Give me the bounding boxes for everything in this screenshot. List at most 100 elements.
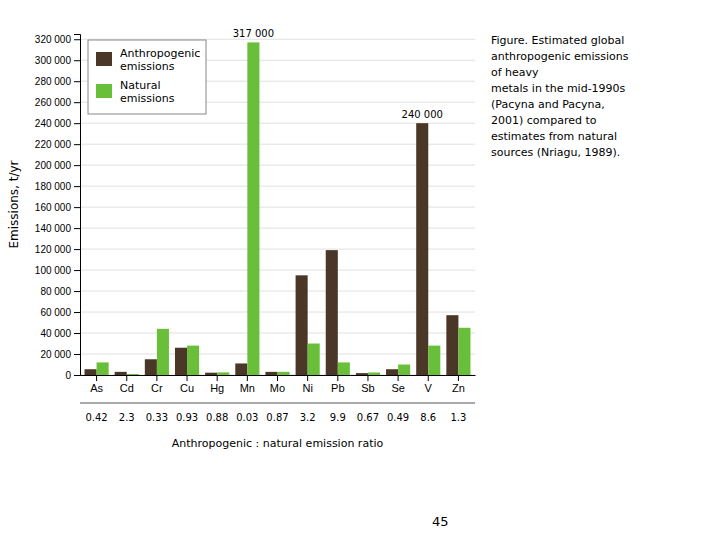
caption: Figure. Estimated globalanthropogenic em… [491, 34, 629, 159]
x-tick-mark [277, 375, 278, 381]
x-tick-label: Mn [240, 382, 255, 394]
y-tick-mark [74, 207, 80, 208]
y-axis: 020 00040 00060 00080 000100 000120 0001… [35, 34, 81, 381]
y-tick: 0 [65, 370, 80, 381]
ratio-label: 0.93 [176, 412, 198, 423]
bar [145, 359, 157, 375]
y-axis-line [74, 35, 81, 376]
ratio-label: 0.67 [357, 412, 379, 423]
bar [278, 372, 290, 375]
bar [356, 373, 368, 375]
bar [97, 362, 109, 375]
y-tick: 200 000 [35, 160, 80, 171]
y-tick-mark [74, 186, 80, 187]
y-tick-mark [74, 312, 80, 313]
y-tick-label: 280 000 [35, 76, 72, 87]
x-tick: Mo [270, 375, 285, 394]
y-tick: 320 000 [35, 34, 80, 45]
ratio-label: 8.6 [420, 412, 436, 423]
x-tick-label: Se [391, 382, 404, 394]
grid-line [80, 291, 475, 292]
series-1 [97, 42, 471, 375]
caption-line: sources (Nriagu, 1989). [491, 146, 620, 159]
x-axis: AsCdCrCuHgMnMoNiPbSbSeVZn [81, 375, 476, 394]
annotations: 317 000240 000 [233, 28, 443, 120]
x-tick: Cr [151, 375, 163, 394]
y-tick: 300 000 [35, 55, 80, 66]
x-tick: Se [391, 375, 404, 394]
plot-area: 020 00040 00060 00080 000100 000120 0001… [7, 28, 476, 450]
x-tick: Ni [302, 375, 312, 394]
x-tick: V [425, 375, 433, 394]
grid [80, 39, 475, 375]
bar [368, 372, 380, 375]
y-tick-label: 200 000 [35, 160, 72, 171]
grid-line [80, 270, 475, 271]
bar [338, 362, 350, 375]
separator [80, 403, 475, 404]
y-tick-label: 300 000 [35, 55, 72, 66]
ratio-label: 0.88 [206, 412, 228, 423]
bars [85, 42, 471, 375]
ratio-label: 0.87 [266, 412, 288, 423]
y-tick: 60 000 [40, 307, 80, 318]
y-tick-label: 60 000 [40, 307, 71, 318]
x-tick-label: V [425, 382, 433, 394]
y-tick-label: 20 000 [40, 349, 71, 360]
y-tick-mark [74, 144, 80, 145]
bar [296, 275, 308, 375]
caption-line: (Pacyna and Pacyna, [491, 98, 605, 111]
y-tick-label: 100 000 [35, 265, 72, 276]
ratio-label: 0.49 [387, 412, 409, 423]
y-tick-mark [74, 123, 80, 124]
y-tick-label: 160 000 [35, 202, 72, 213]
bar [265, 372, 277, 375]
x-tick-mark [126, 375, 127, 381]
x-tick: Cd [120, 375, 134, 394]
ratio-label: 0.42 [85, 412, 107, 423]
y-tick: 220 000 [35, 139, 80, 150]
x-tick-mark [96, 375, 97, 381]
y-tick: 160 000 [35, 202, 80, 213]
bar [308, 344, 320, 375]
y-tick-label: 40 000 [40, 328, 71, 339]
grid-line [80, 228, 475, 229]
x-tick: Pb [331, 375, 344, 394]
x-tick-mark [337, 375, 338, 381]
legend-label-line: emissions [120, 92, 175, 105]
bar [458, 328, 470, 375]
grid-line [80, 144, 475, 145]
x-tick-mark [156, 375, 157, 381]
grid-line [80, 312, 475, 313]
y-tick-label: 120 000 [35, 244, 72, 255]
grid-line [80, 186, 475, 187]
annotation: 317 000 [233, 28, 274, 39]
y-tick: 120 000 [35, 244, 80, 255]
y-tick-mark [74, 165, 80, 166]
x-tick-label: Hg [210, 382, 224, 394]
y-tick: 260 000 [35, 97, 80, 108]
x-tick-mark [187, 375, 188, 381]
grid-line [80, 123, 475, 124]
bar [217, 372, 229, 375]
caption-line: of heavy [491, 66, 539, 79]
x-tick-label: Zn [452, 382, 465, 394]
y-tick-label: 0 [65, 370, 71, 381]
legend-label-line: Natural [120, 79, 161, 92]
x-tick-label: Cd [120, 382, 134, 394]
legend-label-line: emissions [120, 60, 175, 73]
caption-line: metals in the mid-1990s [491, 82, 626, 95]
y-tick-label: 320 000 [35, 34, 72, 45]
bar [157, 329, 169, 375]
x-tick: Hg [210, 375, 224, 394]
y-tick-label: 140 000 [35, 223, 72, 234]
x-tick-mark [217, 375, 218, 381]
bar [247, 42, 259, 375]
ratio-title: Anthropogenic : natural emission ratio [172, 437, 384, 450]
series-0 [85, 123, 459, 375]
y-tick: 180 000 [35, 181, 80, 192]
grid-line [80, 207, 475, 208]
y-tick-mark [74, 270, 80, 271]
x-tick-mark [247, 375, 248, 381]
grid-line [80, 165, 475, 166]
